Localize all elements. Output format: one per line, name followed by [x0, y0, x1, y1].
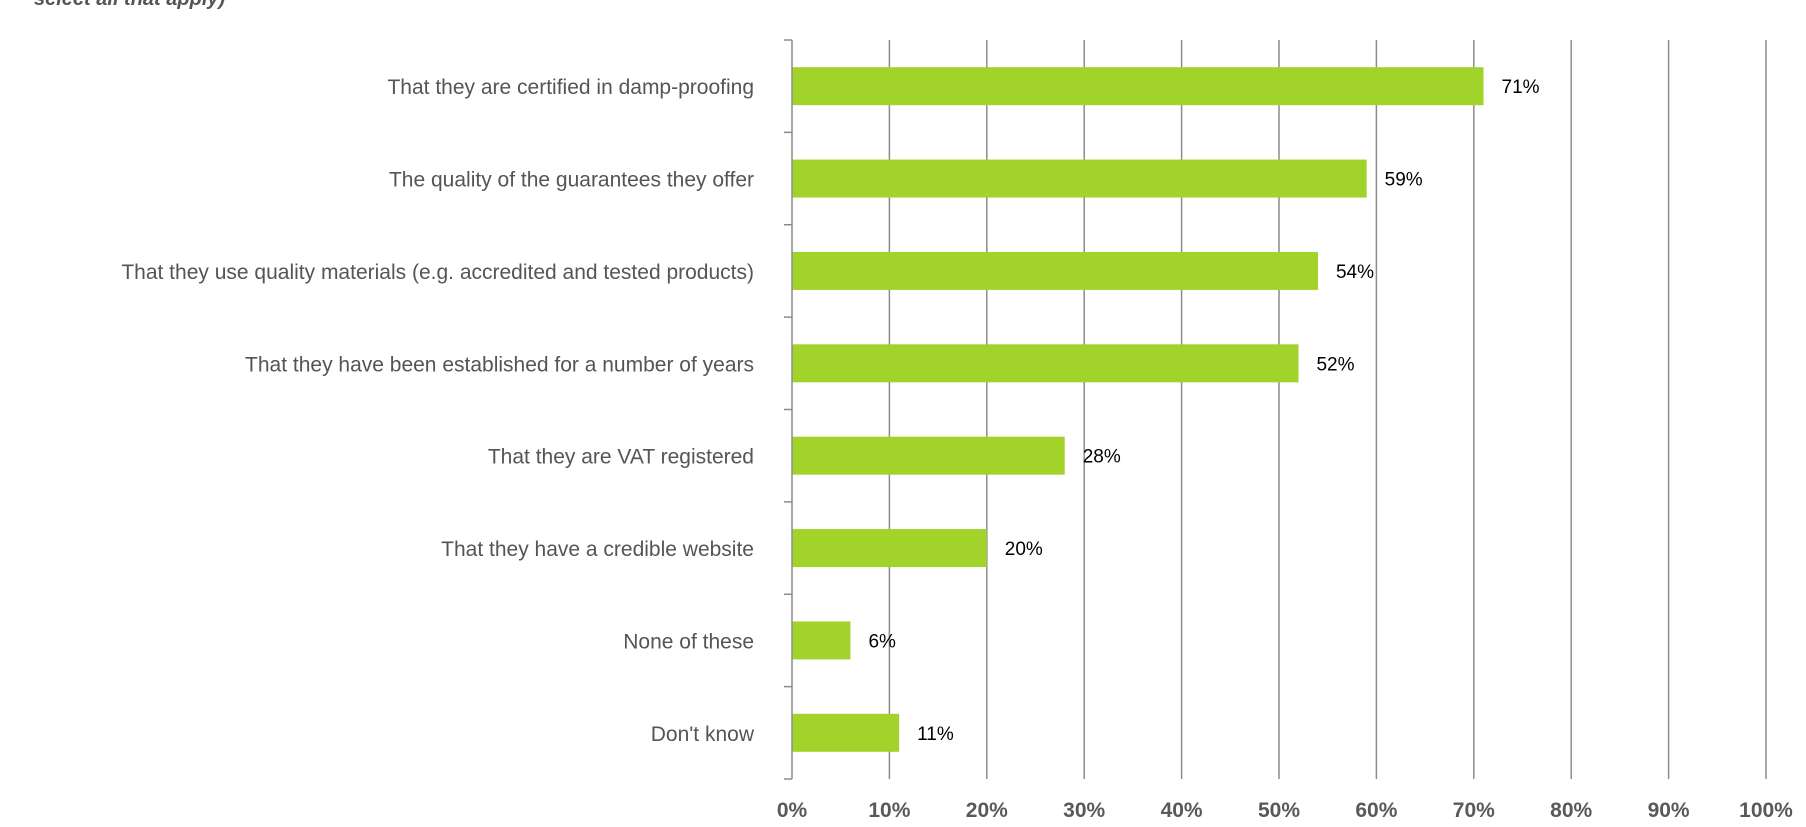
x-tick-label: 50% — [1258, 799, 1300, 822]
bar — [792, 251, 1318, 290]
x-tick-label: 100% — [1739, 799, 1793, 822]
data-label: 52% — [1316, 354, 1354, 375]
data-label: 28% — [1083, 447, 1121, 468]
category-label: That they have a credible website — [441, 538, 754, 561]
gridlines — [888, 40, 1767, 779]
data-label: 54% — [1336, 262, 1374, 283]
data-label: 71% — [1502, 77, 1540, 98]
axes — [784, 39, 793, 780]
bars — [792, 67, 1484, 752]
x-tick-label: 70% — [1453, 799, 1495, 822]
bar — [792, 621, 851, 660]
bar — [792, 159, 1367, 198]
x-tick-label: 20% — [966, 799, 1008, 822]
category-label: That they have been established for a nu… — [245, 353, 754, 376]
bar — [792, 529, 987, 568]
category-label: That they are VAT registered — [488, 446, 754, 469]
x-tick-label: 30% — [1063, 799, 1105, 822]
bar — [792, 713, 900, 752]
category-label: Don't know — [651, 723, 755, 746]
category-label: The quality of the guarantees they offer — [389, 169, 754, 192]
x-tick-label: 80% — [1550, 799, 1592, 822]
x-tick-label: 40% — [1161, 799, 1203, 822]
bar — [792, 436, 1065, 475]
data-label: 6% — [868, 631, 896, 652]
category-label: That they are certified in damp-proofing — [387, 76, 754, 99]
chart-subtitle: select all that apply) — [34, 0, 225, 11]
labels: 0% 10% 20% 30% 40% 50% 60% 70% 80% 90% 100% That th… — [121, 76, 1793, 822]
category-label: None of these — [623, 630, 754, 653]
x-tick-label: 90% — [1648, 799, 1690, 822]
category-label: That they use quality materials (e.g. ac… — [121, 261, 754, 284]
bar — [792, 344, 1299, 383]
bar — [792, 67, 1484, 106]
data-label: 11% — [917, 724, 954, 745]
data-label: 59% — [1385, 170, 1423, 191]
x-tick-label: 60% — [1355, 799, 1397, 822]
x-tick-label: 10% — [868, 799, 910, 822]
data-label: 20% — [1005, 539, 1043, 560]
x-tick-label: 0% — [777, 799, 808, 822]
